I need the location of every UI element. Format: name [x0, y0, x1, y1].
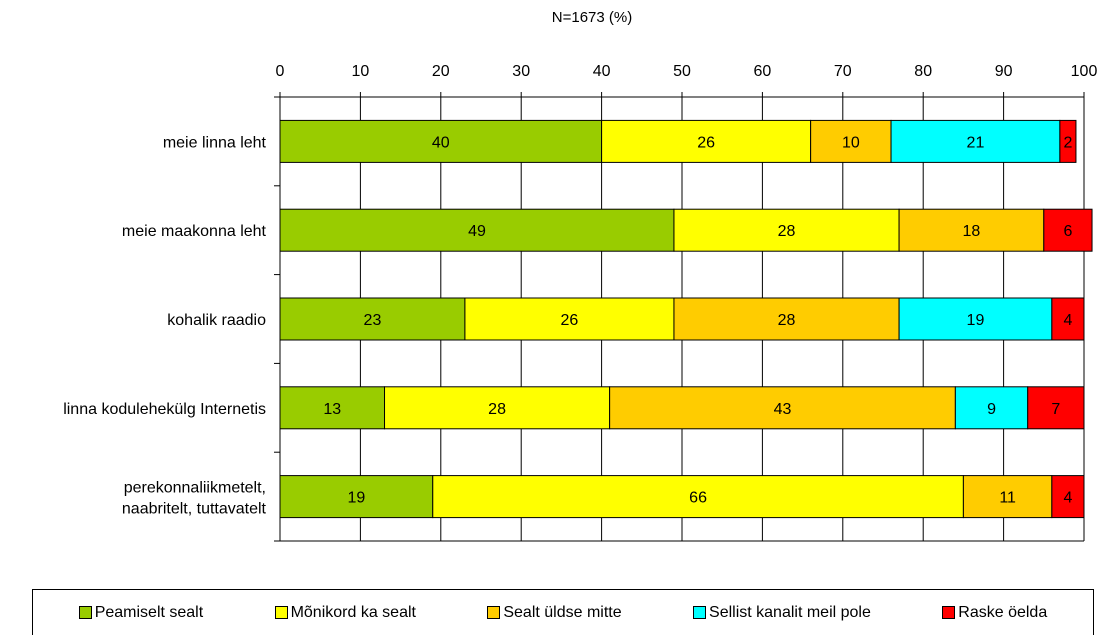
legend-swatch — [274, 606, 288, 619]
legend: Peamiselt sealt Mõnikord ka sealt Sealt ül… — [32, 589, 1094, 635]
bar-segment — [279, 119, 603, 163]
data-label: 28 — [778, 312, 796, 329]
data-label: 11 — [999, 490, 1016, 507]
x-tick-label: 0 — [276, 63, 285, 80]
data-label: 6 — [1063, 223, 1072, 240]
data-label: 66 — [689, 490, 707, 507]
bar-segment — [673, 208, 900, 252]
bar-segment — [898, 297, 1053, 341]
x-tick-label: 60 — [754, 63, 772, 80]
x-tick-label: 70 — [834, 63, 852, 80]
data-label: 21 — [967, 134, 985, 151]
bar-segment — [954, 386, 1029, 430]
legend-item: Raske öelda — [942, 604, 1047, 622]
legend-swatch — [693, 606, 707, 619]
bar-segment — [1059, 119, 1077, 163]
bar-segment — [601, 119, 812, 163]
legend-label: Raske öelda — [958, 603, 1048, 621]
data-label: 28 — [488, 401, 506, 418]
data-label: 2 — [1063, 134, 1072, 151]
bar-segment — [810, 119, 892, 163]
data-label: 4 — [1063, 312, 1072, 329]
bar-segment — [890, 119, 1061, 163]
legend-item: Sellist kanalit meil pole — [693, 604, 871, 622]
x-tick-label: 90 — [995, 63, 1013, 80]
data-label: 10 — [842, 134, 860, 151]
category-label: linna kodulehekülg Internetis — [63, 401, 266, 418]
bar-segment — [1027, 386, 1085, 430]
data-label: 23 — [364, 312, 382, 329]
legend-item: Mõnikord ka sealt — [274, 603, 416, 622]
plot-area: 0 10 20 30 40 50 60 70 80 90 100 meie linna leht mei… — [63, 63, 1098, 542]
legend-item: Peamiselt sealt — [78, 603, 204, 622]
data-label: 19 — [347, 490, 365, 507]
legend-swatch — [487, 606, 501, 619]
category-label: meie maakonna leht — [122, 223, 267, 240]
data-label: 26 — [561, 312, 579, 329]
data-label: 43 — [774, 401, 792, 418]
data-label: 4 — [1063, 490, 1072, 507]
legend-swatch — [78, 606, 92, 619]
bar-segment — [279, 208, 675, 252]
bar-segment — [279, 475, 434, 519]
x-tick-label: 40 — [593, 63, 611, 80]
legend-label: Peamiselt sealt — [94, 603, 204, 621]
data-label: 18 — [963, 223, 981, 240]
bar-segment — [1043, 208, 1093, 252]
x-tick-label: 100 — [1071, 63, 1098, 80]
legend-label: Sellist kanalit meil pole — [709, 603, 871, 621]
category-label: perekonnaliikmetelt, naabritelt, tuttavat… — [122, 480, 267, 518]
bar-segment — [432, 475, 964, 519]
x-tick-label: 80 — [914, 63, 932, 80]
bar-segment — [464, 297, 675, 341]
data-label: 40 — [432, 134, 450, 151]
data-label: 26 — [697, 134, 715, 151]
chart-subtitle: N=1673 (%) — [551, 9, 633, 26]
data-label: 7 — [1051, 401, 1060, 418]
legend-swatch — [942, 606, 956, 619]
bar-segment — [962, 475, 1053, 519]
bar-segment — [279, 386, 386, 430]
bar-segment — [1051, 297, 1085, 341]
x-tick-label: 20 — [432, 63, 450, 80]
category-label: meie linna leht — [163, 134, 267, 151]
category-label: kohalik raadio — [167, 312, 266, 329]
x-tick-label: 10 — [352, 63, 370, 80]
x-tick-label: 50 — [673, 63, 691, 80]
data-label: 49 — [468, 223, 486, 240]
data-label: 28 — [778, 223, 796, 240]
bar-segment — [609, 386, 956, 430]
bar-segment — [673, 297, 900, 341]
legend-label: Mõnikord ka sealt — [290, 603, 416, 621]
x-tick-label: 30 — [512, 63, 530, 80]
data-label: 19 — [967, 312, 985, 329]
data-label: 9 — [987, 401, 996, 418]
bar-segment — [1051, 475, 1085, 519]
legend-item: Sealt üldse mitte — [487, 603, 622, 622]
data-label: 13 — [323, 401, 341, 418]
legend-label: Sealt üldse mitte — [503, 603, 622, 621]
